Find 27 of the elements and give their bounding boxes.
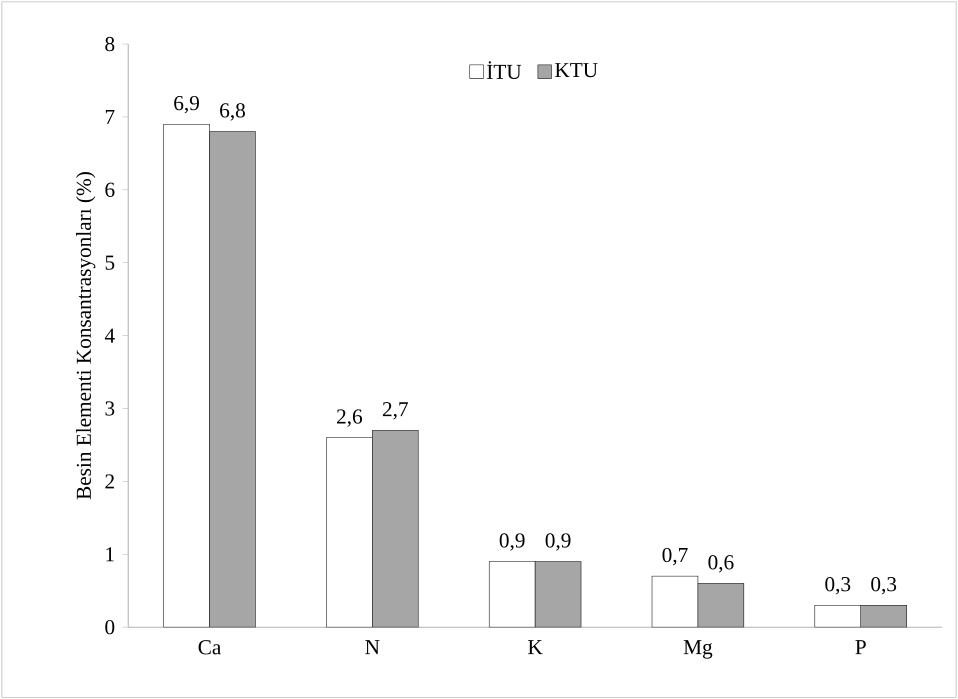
y-tick-label: 4 (104, 328, 115, 343)
data-label: 0,9 (500, 533, 525, 551)
data-label: 0,9 (546, 533, 570, 551)
data-label: 6,9 (174, 96, 199, 114)
y-tick-label: 8 (105, 36, 114, 52)
data-label: 0,6 (708, 555, 734, 572)
y-axis-title: Besin Elementi Konsantrasyonları (%) (76, 172, 96, 500)
x-tick-label: Mg (684, 640, 712, 659)
y-tick-label: 3 (105, 401, 114, 416)
x-tick-label: P (855, 640, 866, 654)
x-tick-label: Ca (198, 640, 222, 654)
data-label: 2,6 (337, 409, 362, 427)
x-tick-label: N (365, 640, 380, 654)
y-tick-label: 7 (106, 110, 114, 124)
data-label: 0,7 (662, 548, 688, 566)
data-label: 6,8 (220, 103, 245, 121)
legend-label: KTU (555, 63, 598, 78)
y-tick-label: 2 (105, 474, 114, 488)
data-label: 0,3 (825, 576, 850, 594)
data-label: 2,7 (382, 402, 408, 420)
y-tick-label: 6 (105, 182, 114, 197)
data-label: 0,3 (871, 576, 896, 594)
x-tick-label: K (528, 640, 543, 654)
y-tick-label: 5 (106, 256, 114, 270)
y-tick-label: 1 (106, 547, 114, 562)
y-tick-label: 0 (105, 620, 114, 634)
legend-label: İTU (487, 61, 522, 79)
